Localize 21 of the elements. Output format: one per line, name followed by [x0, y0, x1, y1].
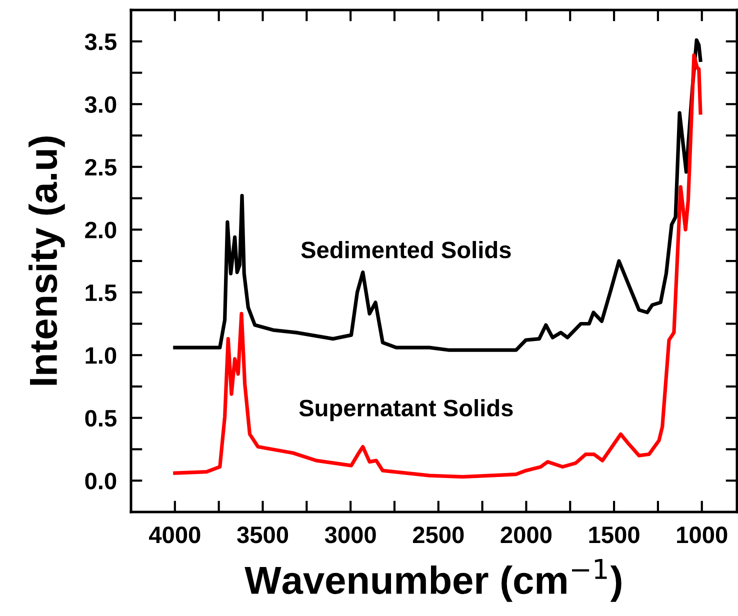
- y-tick-label: 1.0: [86, 347, 116, 364]
- x-axis-title: Wavenumber (cm$^{−1}$): [244, 559, 622, 602]
- x-tick-label: 3000: [324, 526, 376, 544]
- y-tick-label: 2.5: [85, 158, 116, 176]
- x-tick-label: 3500: [237, 526, 288, 544]
- x-tick-label: 4000: [149, 526, 200, 544]
- y-tick-label: 3.5: [84, 33, 116, 50]
- x-tick-label: 1000: [677, 526, 728, 544]
- line-series: [173, 38, 702, 352]
- line-series: [173, 53, 702, 479]
- y-tick-label: 3.0: [84, 96, 116, 113]
- x-tick-label: 1500: [589, 526, 640, 544]
- x-tick-label: 2000: [500, 526, 552, 544]
- annotation: Supernatant Solids: [299, 399, 513, 422]
- y-tick-label: 0.0: [85, 472, 116, 490]
- y-tick-label: 2.0: [85, 222, 116, 238]
- annotation: Sedimented Solids: [301, 240, 511, 258]
- y-axis-title: Intensity (a.u): [28, 136, 65, 385]
- y-tick-label: 1.5: [86, 284, 116, 302]
- x-tick-label: 2500: [412, 526, 464, 544]
- y-tick-label: 0.5: [85, 410, 116, 427]
